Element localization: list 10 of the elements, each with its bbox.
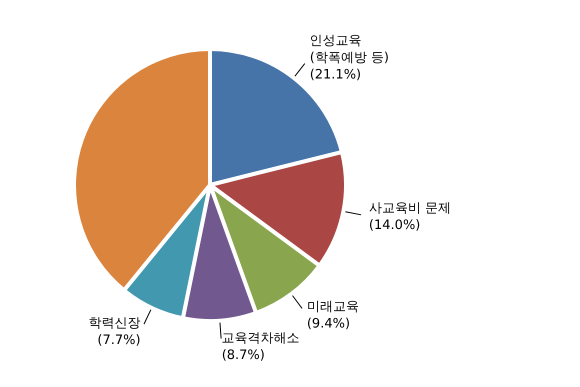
data-label: (9.4%)	[306, 316, 350, 332]
data-label: (8.7%)	[222, 348, 265, 364]
data-label: (14.0%)	[368, 218, 420, 233]
slice-label: 교육격차해소	[222, 331, 300, 346]
data-label: (21.1%)	[310, 67, 362, 82]
slice-label: 미래교육	[306, 299, 359, 314]
slice-label: 학력신장	[88, 316, 141, 331]
slice-label: 사교육비 문제	[368, 200, 452, 216]
slice-label: 인성교육 (학폭예방 등)	[310, 33, 389, 66]
data-label: (7.7%)	[97, 332, 141, 348]
